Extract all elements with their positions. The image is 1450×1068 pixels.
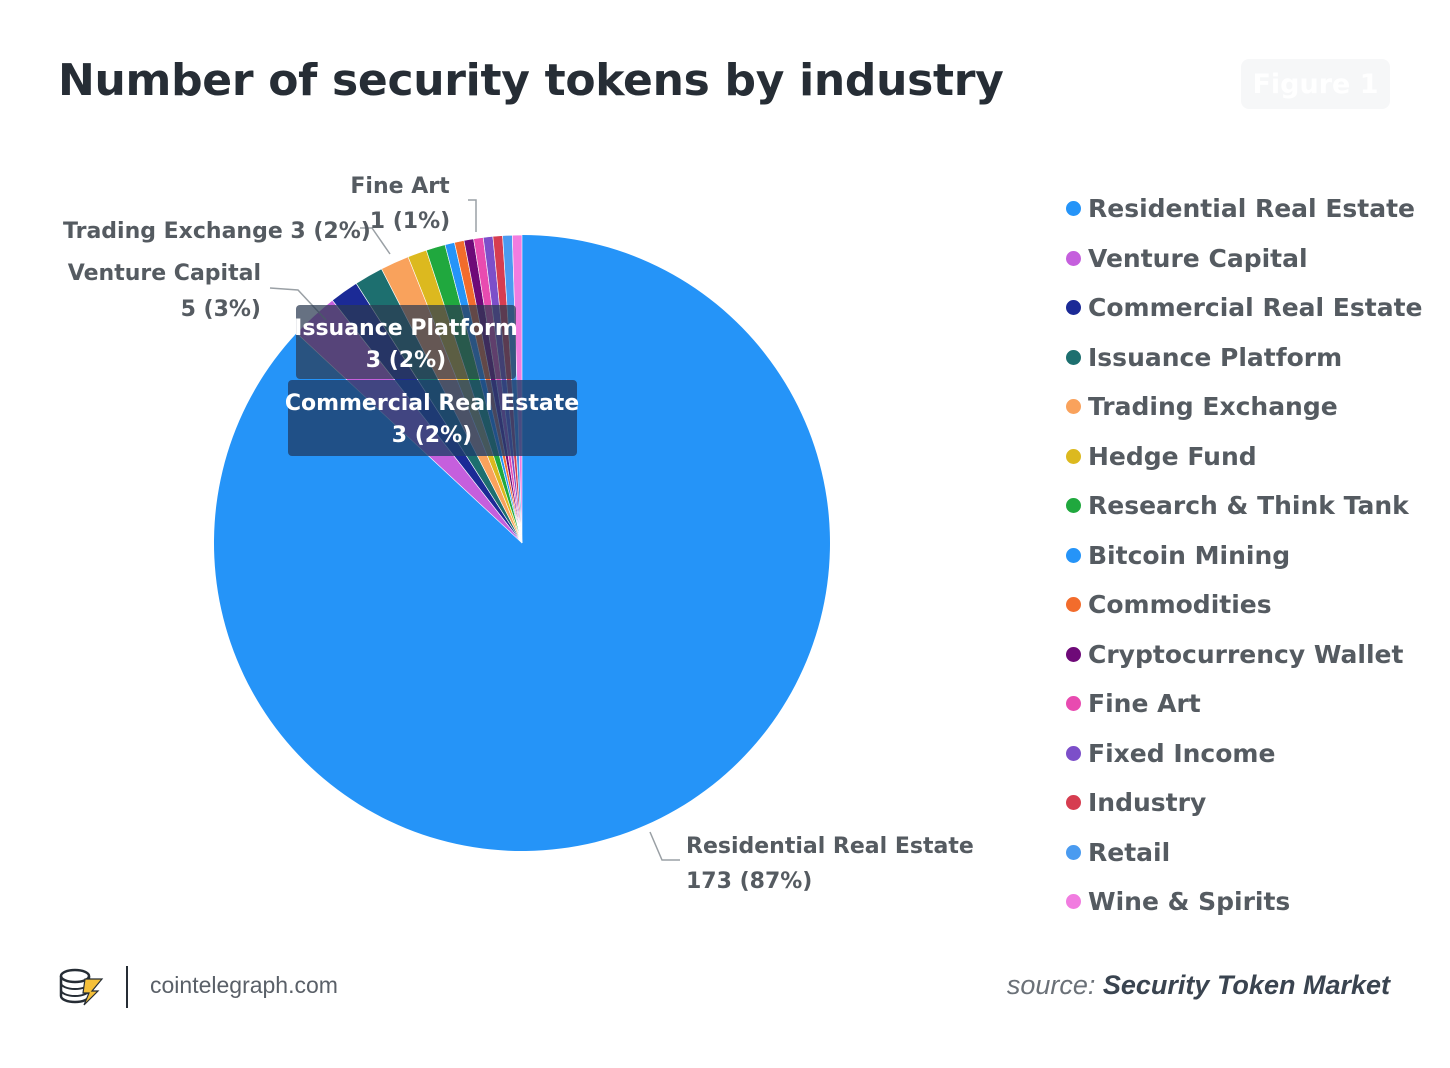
label-commercial-real-estate-value: 3 (2%) [392,423,472,448]
legend-label: Hedge Fund [1088,441,1257,471]
label-residential-name: Residential Real Estate [686,834,974,859]
legend-dot-icon [1066,696,1081,712]
legend-label: Fine Art [1088,689,1201,719]
legend-label: Commercial Real Estate [1088,293,1423,323]
legend-label: Trading Exchange [1088,392,1338,422]
legend-label: Fixed Income [1088,738,1276,768]
legend-dot-icon [1066,399,1081,415]
legend-dot-icon [1066,547,1081,563]
chart-legend: Residential Real Estate Venture Capital Co… [1066,184,1422,927]
legend-label: Venture Capital [1088,243,1308,273]
leader-line-residential [649,831,680,861]
footer-site-link[interactable]: cointelegraph.com [150,972,338,998]
legend-item[interactable]: Venture Capital [1066,234,1422,284]
legend-dot-icon [1066,201,1081,217]
legend-item[interactable]: Retail [1066,828,1422,878]
leader-line-trading-exchange [360,227,391,255]
legend-label: Wine & Spirits [1088,887,1291,917]
legend-label: Industry [1088,788,1207,818]
legend-dot-icon [1066,646,1081,662]
chart-title: Number of security tokens by industry [58,55,1004,106]
label-fine-art-name: Fine Art [350,174,450,199]
label-residential-value: 173 (87%) [686,869,812,894]
legend-item[interactable]: Issuance Platform [1066,333,1422,383]
legend-dot-icon [1066,894,1081,910]
legend-item[interactable]: Research & Think Tank [1066,481,1422,531]
legend-item[interactable]: Cryptocurrency Wallet [1066,630,1422,680]
legend-label: Cryptocurrency Wallet [1088,639,1404,669]
source-credit: source: Security Token Market [1007,970,1390,1001]
legend-label: Issuance Platform [1088,342,1343,372]
label-fine-art-value: 1 (1%) [370,209,450,234]
legend-dot-icon [1066,448,1081,464]
label-issuance-platform-name: Issuance Platform [294,316,518,341]
legend-item[interactable]: Commercial Real Estate [1066,283,1422,333]
label-commercial-real-estate-name: Commercial Real Estate [285,391,579,416]
label-issuance-platform-value: 3 (2%) [366,348,446,373]
label-venture-capital-name: Venture Capital [68,261,261,286]
legend-item[interactable]: Bitcoin Mining [1066,531,1422,581]
legend-label: Residential Real Estate [1088,194,1416,224]
legend-dot-icon [1066,745,1081,761]
legend-label: Research & Think Tank [1088,491,1409,521]
legend-item[interactable]: Fine Art [1066,679,1422,729]
legend-item[interactable]: Wine & Spirits [1066,877,1422,927]
legend-item[interactable]: Residential Real Estate [1066,184,1422,234]
label-box-commercial-real-estate [288,380,577,456]
leader-line-fine-art [468,199,477,232]
figure-badge: Figure 1 [1241,59,1390,109]
legend-dot-icon [1066,597,1081,613]
legend-dot-icon [1066,349,1081,365]
cointelegraph-logo-icon [58,967,104,1011]
legend-item[interactable]: Hedge Fund [1066,432,1422,482]
legend-label: Bitcoin Mining [1088,540,1291,570]
legend-item[interactable]: Fixed Income [1066,729,1422,779]
legend-item[interactable]: Commodities [1066,580,1422,630]
legend-item[interactable]: Industry [1066,778,1422,828]
legend-dot-icon [1066,795,1081,811]
source-prefix: source: [1006,970,1096,1000]
legend-item[interactable]: Trading Exchange [1066,382,1422,432]
legend-dot-icon [1066,844,1081,860]
legend-dot-icon [1066,498,1081,514]
footer-separator [126,966,128,1008]
label-trading-exchange: Trading Exchange 3 (2%) [63,219,371,244]
label-box-issuance-platform [296,305,516,379]
label-venture-capital-value: 5 (3%) [181,297,261,322]
legend-dot-icon [1066,300,1081,316]
source-name: Security Token Market [1102,970,1390,1000]
legend-dot-icon [1066,250,1081,266]
legend-label: Retail [1088,837,1171,867]
legend-label: Commodities [1088,590,1272,620]
